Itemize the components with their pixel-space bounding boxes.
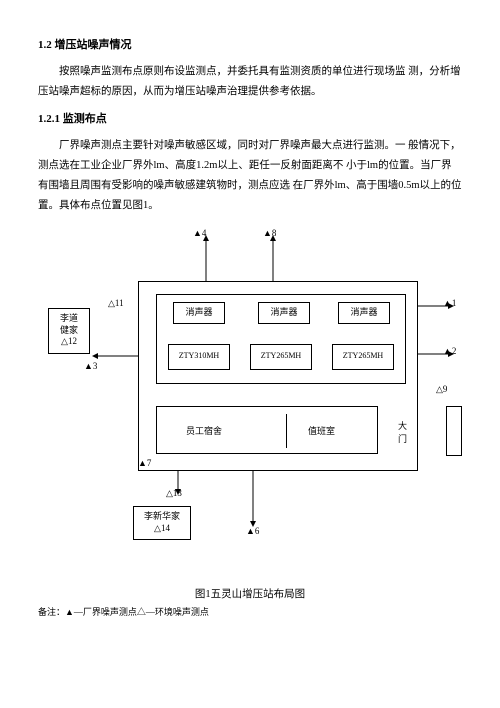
label-gate: 大门 (396, 421, 409, 447)
label-d9: △9 (436, 384, 447, 395)
box-muffler-3: 消声器 (338, 302, 390, 324)
label-a6: ▲6 (246, 526, 259, 536)
label-d13: △13 (166, 488, 182, 499)
paragraph-2: 厂界噪声测点主要针对噪声敏感区域，同时对厂界噪声最大点进行监测。一 般情况下，测… (38, 136, 462, 216)
box-house-1: 李道 健家 △12 (48, 308, 90, 354)
divider-line (286, 414, 287, 448)
box-muffler-1: 消声器 (173, 302, 225, 324)
box-zty-2: ZTY265MH (250, 344, 312, 370)
layout-diagram: 消声器 消声器 消声器 ZTY310MH ZTY265MH ZTY265MH 员… (38, 226, 462, 566)
label-a8: ▲8 (263, 228, 276, 238)
box-right-small (446, 406, 462, 456)
figure-caption: 图1五灵山增压站布局图 (38, 586, 462, 601)
label-duty: 值班室 (308, 424, 335, 437)
paragraph-1: 按照噪声监测布点原则布设监测点，并委托具有监测资质的单位进行现场监 测，分析增压… (38, 62, 462, 102)
label-a2: ▲2 (443, 346, 456, 356)
box-zty-1: ZTY310MH (168, 344, 230, 370)
house1-line2: 健家 (60, 325, 78, 337)
label-a7: ▲7 (138, 458, 151, 468)
label-d11: △11 (108, 298, 124, 309)
heading-2: 1.2.1 监测布点 (38, 110, 462, 126)
house2-line1: 李新华家 (144, 511, 180, 523)
label-a3: ▲3 (84, 361, 97, 371)
box-house-2: 李新华家 △14 (133, 506, 191, 540)
house1-line3: △12 (61, 336, 77, 348)
house1-line1: 李道 (60, 313, 78, 325)
box-zty-3: ZTY265MH (332, 344, 394, 370)
label-dorm: 员工宿舍 (186, 424, 222, 437)
box-muffler-2: 消声器 (258, 302, 310, 324)
label-a1: ▲1 (443, 298, 456, 308)
heading-1: 1.2 增压站噪声情况 (38, 36, 462, 52)
figure-note: 备注：▲—厂界噪声测点△—环境噪声测点 (38, 605, 462, 618)
label-a4: ▲4 (193, 228, 206, 238)
house2-line2: △14 (154, 523, 170, 535)
